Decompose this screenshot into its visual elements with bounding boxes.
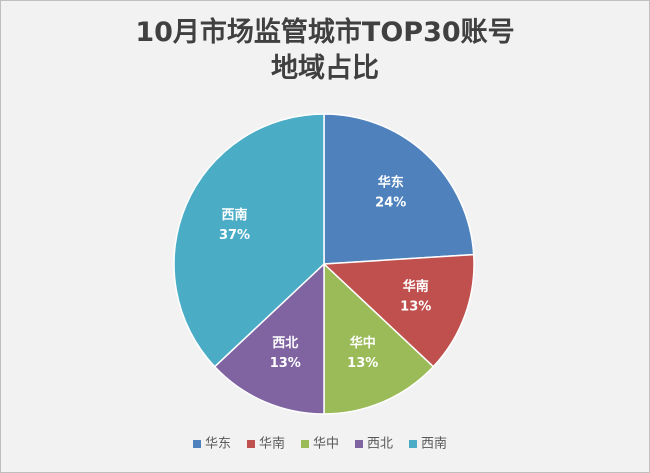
slice-category-label: 华中	[350, 335, 376, 351]
slice-category-label: 西南	[222, 207, 248, 223]
legend-label: 西北	[367, 437, 393, 452]
slice-category-label: 华东	[378, 174, 404, 190]
legend-swatch	[409, 440, 417, 448]
legend-label: 华南	[259, 436, 285, 452]
legend-swatch	[301, 440, 309, 448]
pie-slice	[323, 113, 475, 265]
pie-slice	[323, 262, 435, 415]
legend-label: 华中	[313, 437, 339, 452]
slice-value-label: 24%	[375, 195, 406, 210]
legend-swatch	[193, 440, 201, 448]
pie-slice	[322, 253, 475, 368]
slice-category-label: 西北	[272, 336, 298, 351]
legend-label: 西南	[421, 436, 447, 452]
slice-value-label: 13%	[400, 300, 431, 315]
slice-value-label: 13%	[347, 356, 378, 371]
chart-title: 10月市场监管城市TOP30账号 地域占比	[135, 17, 515, 84]
slice-category-label: 华南	[403, 279, 429, 295]
slice-value-label: 13%	[270, 356, 301, 371]
legend-swatch	[247, 440, 255, 448]
pie-slice	[213, 262, 325, 415]
pie-slice	[173, 113, 325, 368]
legend-label: 华东	[205, 437, 231, 452]
slice-value-label: 37%	[219, 228, 250, 243]
legend-swatch	[355, 440, 363, 448]
